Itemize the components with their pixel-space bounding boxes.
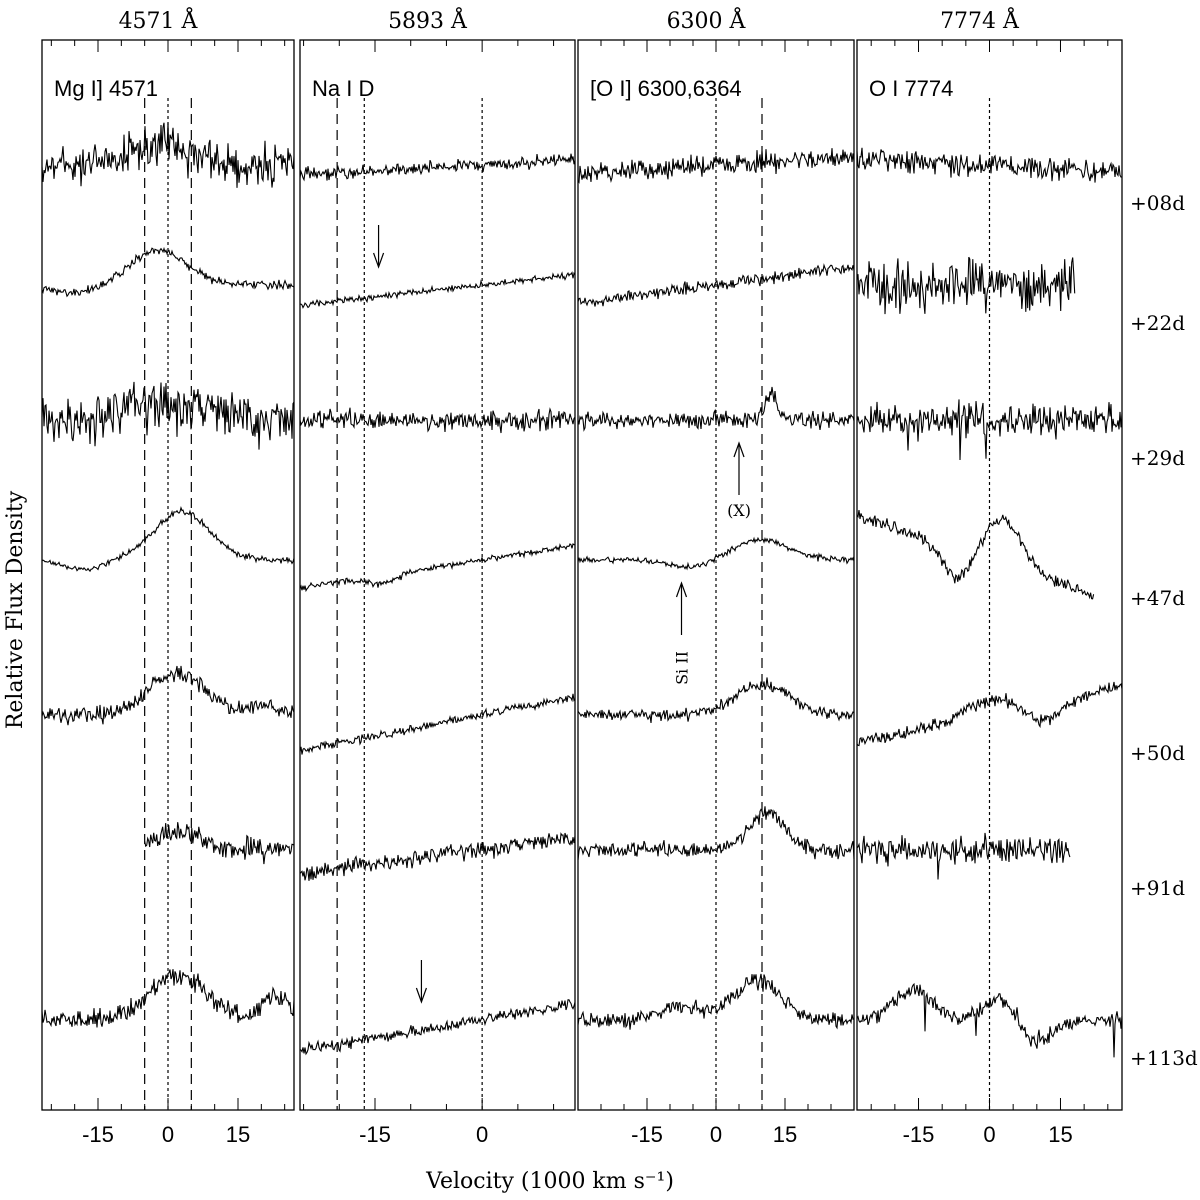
spectrum-29d-panel-3 xyxy=(856,399,1123,461)
panel-title: Mg I] 4571 xyxy=(54,76,158,101)
spectrum-91d-panel-0 xyxy=(144,822,295,865)
tick-label: 0 xyxy=(162,1122,174,1147)
down-arrow-head xyxy=(373,252,385,269)
down-arrow-head xyxy=(415,987,427,1004)
epoch-label: +22d xyxy=(1130,311,1185,335)
spectrum-22d-panel-2 xyxy=(577,263,855,307)
epoch-label: +50d xyxy=(1130,741,1185,765)
tick-label: 15 xyxy=(1048,1122,1072,1147)
spectrum-08d-panel-3 xyxy=(856,147,1123,183)
tick-label: -15 xyxy=(903,1122,935,1147)
spectrum-91d-panel-3 xyxy=(856,832,1071,880)
spectrum-47d-panel-3 xyxy=(856,510,1095,600)
tick-label: 0 xyxy=(476,1122,488,1147)
spectrum-22d-panel-1 xyxy=(299,271,576,309)
spectrum-50d-panel-1 xyxy=(299,693,576,755)
up-arrow-head xyxy=(675,581,688,598)
tick-label: 0 xyxy=(983,1122,995,1147)
tick-label: -15 xyxy=(631,1122,663,1147)
si-ii-annotation: Si II xyxy=(673,651,692,685)
up-arrow-head xyxy=(733,441,745,458)
panel-top-label: 5893 Å xyxy=(388,6,468,34)
epoch-label: +47d xyxy=(1130,586,1185,610)
spectrum-08d-panel-2 xyxy=(577,148,855,184)
spectrum-08d-panel-1 xyxy=(299,153,576,182)
spectrum-50d-panel-3 xyxy=(856,681,1123,747)
panel-top-label: 6300 Å xyxy=(667,6,747,34)
epoch-label: +91d xyxy=(1130,876,1185,900)
spectrum-22d-panel-0 xyxy=(41,246,295,298)
epoch-label: +08d xyxy=(1130,191,1185,215)
tick-label: -15 xyxy=(359,1122,391,1147)
epoch-label: +113d xyxy=(1130,1046,1198,1070)
tick-label: 15 xyxy=(226,1122,250,1147)
spectrum-47d-panel-2 xyxy=(577,536,855,571)
spectrum-113d-panel-3 xyxy=(856,982,1123,1058)
x-annotation: (X) xyxy=(727,501,751,520)
spectrum-29d-panel-0 xyxy=(41,381,295,450)
panel-title: O I 7774 xyxy=(869,76,953,101)
tick-label: -15 xyxy=(82,1122,114,1147)
spectrum-113d-panel-1 xyxy=(299,999,576,1056)
epoch-label: +29d xyxy=(1130,446,1185,470)
spectrum-08d-panel-0 xyxy=(41,122,295,188)
x-axis-label: Velocity (1000 km s⁻¹) xyxy=(425,1169,674,1194)
spectrum-113d-panel-2 xyxy=(577,973,855,1030)
spectrum-22d-panel-3 xyxy=(856,256,1076,315)
spectrum-47d-panel-1 xyxy=(299,543,576,593)
tick-label: 15 xyxy=(773,1122,797,1147)
spectrum-47d-panel-0 xyxy=(41,505,295,573)
spectrum-29d-panel-1 xyxy=(299,407,576,434)
spectrum-91d-panel-2 xyxy=(577,806,855,861)
panel-top-label: 7774 Å xyxy=(940,6,1020,34)
panel-top-label: 4571 Å xyxy=(119,6,199,34)
spectrum-91d-panel-1 xyxy=(299,832,576,881)
spectrum-50d-panel-0 xyxy=(41,665,295,726)
tick-label: 0 xyxy=(710,1122,722,1147)
spectrum-113d-panel-0 xyxy=(41,969,295,1028)
panel-title: Na I D xyxy=(312,76,374,101)
spectrum-29d-panel-2 xyxy=(577,386,855,432)
panel-frame-1 xyxy=(299,39,576,1111)
y-axis-label: Relative Flux Density xyxy=(3,490,28,729)
panel-title: [O I] 6300,6364 xyxy=(590,76,742,101)
spectrum-50d-panel-2 xyxy=(577,677,855,723)
